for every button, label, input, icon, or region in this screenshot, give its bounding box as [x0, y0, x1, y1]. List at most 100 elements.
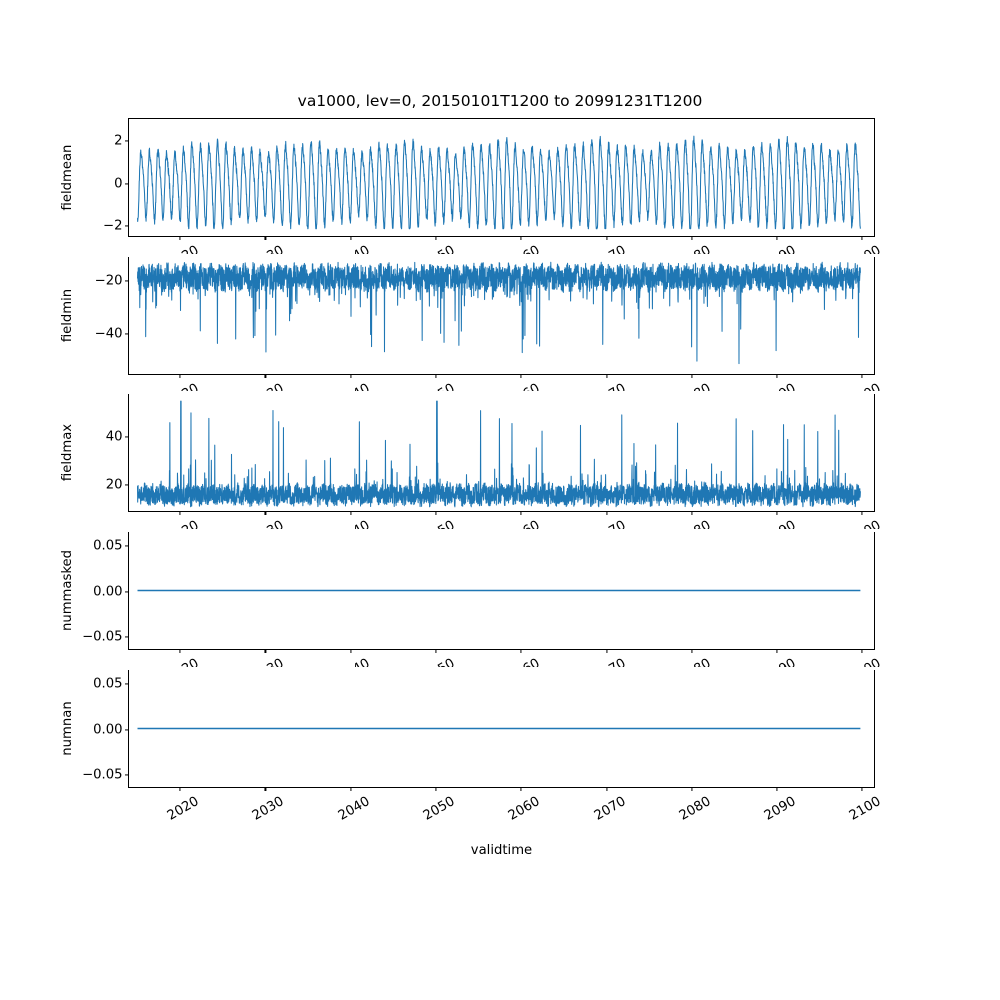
panel-fieldmean: −202fieldmean202020302040205020602070208…	[60, 118, 884, 273]
x-tick-label: 2060	[506, 794, 543, 824]
y-tick-mark	[124, 683, 129, 685]
x-tick-mark	[861, 236, 863, 241]
y-tick-mark	[124, 590, 129, 593]
x-tick-mark	[605, 511, 608, 516]
x-tick-mark	[435, 787, 437, 792]
y-axis-label-fieldmin: fieldmin	[59, 288, 75, 342]
x-tick-mark	[776, 374, 778, 379]
figure-title: va1000, lev=0, 20150101T1200 to 20991231…	[297, 92, 703, 110]
x-tick-label: 2090	[762, 794, 799, 824]
x-tick-mark	[435, 374, 437, 379]
series-nummasked	[129, 532, 874, 649]
x-tick-mark	[264, 236, 267, 241]
x-tick-mark	[691, 236, 693, 241]
y-tick-mark	[124, 225, 129, 227]
x-tick-mark	[691, 511, 693, 516]
y-tick-label: −2	[103, 218, 123, 234]
x-tick-mark	[435, 511, 437, 516]
x-tick-mark	[520, 236, 522, 241]
x-tick-mark	[264, 649, 267, 654]
data-line	[138, 401, 861, 507]
panel-fieldmin: −20−40fieldmin20202030204020502060207020…	[60, 256, 884, 411]
x-tick-mark	[776, 649, 778, 654]
y-tick-mark	[124, 280, 129, 282]
panel-numnan: −0.05 0.00 0.05 numnan 2020 2030 2040 2050 2060 2…	[60, 669, 884, 824]
y-axis-label-fieldmean: fieldmean	[59, 144, 75, 210]
x-tick-mark	[179, 649, 181, 654]
x-tick-mark	[350, 649, 352, 654]
x-tick-mark	[179, 236, 181, 241]
x-axis-label: validtime	[470, 843, 533, 858]
x-tick-mark	[691, 649, 693, 654]
x-tick-mark	[861, 787, 863, 792]
panel-clip-mask	[0, 391, 1000, 394]
y-tick-mark	[124, 140, 129, 142]
x-tick-label: 2050	[420, 794, 458, 824]
series-fieldmin	[129, 257, 874, 374]
panel-clip-mask	[0, 667, 1000, 670]
x-tick-mark	[605, 236, 608, 241]
panel-numnan-plot-area	[129, 670, 874, 787]
data-line	[138, 262, 861, 363]
x-tick-mark	[861, 649, 863, 654]
x-tick-mark	[605, 374, 608, 379]
y-tick-label: 20	[105, 477, 123, 493]
x-tick-mark	[691, 374, 693, 379]
panel-nummasked-plot-area	[129, 532, 874, 649]
y-axis-label-numnan: numnan	[59, 700, 75, 756]
series-fieldmax	[129, 394, 874, 511]
x-tick-mark	[350, 511, 352, 516]
y-tick-label: −0.05	[82, 629, 123, 645]
y-tick-mark	[124, 484, 129, 486]
x-tick-mark	[435, 649, 437, 654]
data-line	[138, 136, 861, 229]
x-tick-mark	[350, 236, 352, 241]
series-numnan	[129, 670, 874, 787]
x-tick-mark	[520, 374, 522, 379]
x-tick-mark	[520, 649, 522, 654]
panel-fieldmin-plot-area	[129, 257, 874, 374]
y-tick-label: −20	[94, 273, 123, 289]
y-tick-label: 0.05	[93, 676, 123, 692]
x-tick-label: 2100	[847, 794, 884, 824]
panel-clip-mask	[0, 529, 1000, 532]
x-tick-mark	[264, 511, 267, 516]
x-tick-mark	[179, 374, 181, 379]
y-tick-mark	[124, 183, 129, 185]
x-tick-label: 2030	[250, 794, 287, 824]
panel-nummasked: −0.050.000.05nummasked202020302040205020…	[60, 531, 884, 686]
x-tick-mark	[861, 374, 863, 379]
x-tick-label: 2070	[591, 794, 629, 824]
y-axis-label-nummasked: nummasked	[59, 549, 75, 631]
x-tick-mark	[350, 787, 352, 792]
x-tick-label: 2080	[676, 794, 714, 824]
panel-clip-mask	[0, 254, 1000, 257]
y-tick-label: 0	[114, 176, 123, 192]
x-tick-mark	[179, 511, 181, 516]
y-tick-label: 2	[114, 133, 123, 149]
x-tick-mark	[776, 787, 778, 792]
y-tick-label: −40	[94, 326, 123, 342]
y-tick-mark	[124, 774, 129, 776]
y-tick-mark	[124, 333, 129, 335]
y-tick-mark	[124, 436, 129, 438]
x-tick-mark	[861, 511, 863, 516]
x-tick-mark	[350, 374, 352, 379]
y-tick-label: 0.05	[93, 538, 123, 554]
x-tick-mark	[605, 649, 608, 654]
x-tick-mark	[691, 787, 693, 792]
x-tick-mark	[435, 236, 437, 241]
y-tick-mark	[124, 636, 129, 638]
x-tick-mark	[776, 511, 778, 516]
y-axis-label-fieldmax: fieldmax	[59, 423, 75, 481]
y-tick-mark	[124, 545, 129, 547]
x-tick-mark	[520, 787, 522, 792]
y-tick-label: 0.00	[93, 722, 123, 737]
x-tick-label: 2020	[165, 794, 202, 824]
x-tick-mark	[264, 374, 267, 379]
series-fieldmean	[129, 119, 874, 236]
y-tick-label: 0.00	[93, 584, 123, 599]
x-tick-label: 2040	[335, 794, 373, 824]
x-tick-mark	[179, 787, 181, 792]
